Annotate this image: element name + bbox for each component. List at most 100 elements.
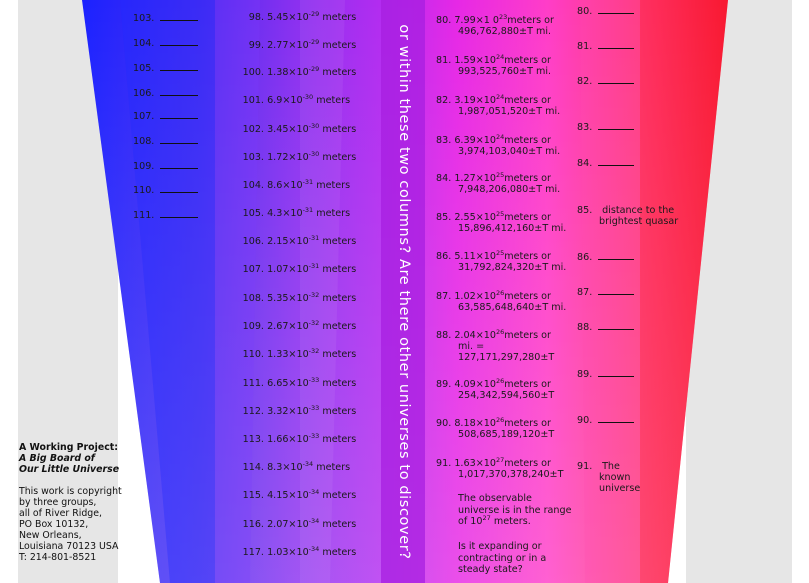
- credit-title: A Working Project:: [19, 442, 118, 453]
- copyright-line: This work is copyright: [19, 486, 122, 497]
- observable-universe-note: The observable universe is in the range …: [458, 493, 572, 528]
- item-number: 90.: [436, 418, 452, 429]
- unit: meters: [322, 264, 357, 275]
- item-number: 90.: [577, 415, 593, 426]
- list-item: 82.: [577, 76, 635, 87]
- list-item: 106.: [133, 88, 199, 99]
- item-number: 106.: [242, 236, 264, 247]
- unit: meters: [316, 462, 351, 473]
- exponent: -34: [308, 517, 320, 525]
- answer-blank: [160, 167, 199, 169]
- unit: meters or: [504, 55, 551, 66]
- item-number: 80.: [436, 15, 452, 26]
- item-number: 111.: [242, 378, 264, 389]
- note-line: The observable: [458, 493, 532, 504]
- unit: meters: [322, 349, 357, 360]
- mantissa: 5.35×10: [267, 293, 309, 304]
- miles-value: 254,342,594,560±T: [458, 390, 555, 401]
- item-label: distance to the: [602, 205, 675, 216]
- exponent: 25: [495, 249, 505, 257]
- scale-row: 115. 4.15×10-34 meters: [242, 489, 357, 501]
- unit: meters: [316, 95, 351, 106]
- list-item: 88.: [577, 322, 635, 333]
- item-number: 86.: [577, 252, 593, 263]
- miles-value: 63,585,648,640±T mi.: [458, 302, 567, 313]
- item-number: 100.: [242, 67, 264, 78]
- note-line: contracting or in a: [458, 552, 547, 564]
- item-number: 105.: [242, 208, 264, 219]
- item-label: known: [599, 472, 631, 483]
- scale-row: 99. 2.77×10-29 meters: [242, 39, 356, 51]
- item-number: 109.: [242, 321, 264, 332]
- mantissa: 2.77×10: [267, 40, 309, 51]
- scale-row: 102. 3.45×10-30 meters: [242, 123, 357, 135]
- list-item: 89.: [577, 369, 635, 380]
- unit: meters or: [504, 458, 551, 469]
- mantissa: 4.09×10: [454, 379, 496, 390]
- unit: meters or: [504, 379, 551, 390]
- answer-blank: [160, 94, 199, 96]
- exponent: -33: [308, 432, 320, 440]
- answer-blank: [160, 44, 199, 46]
- scale-row: 83. 6.39×1024meters or 3,974,103,040±T mi…: [436, 134, 560, 157]
- list-item: 81.: [577, 41, 635, 52]
- item-number: 84.: [577, 158, 593, 169]
- exponent: -30: [308, 150, 320, 158]
- unit: meters: [322, 406, 357, 417]
- unit: meters: [316, 208, 351, 219]
- scale-row: 117. 1.03×10-34 meters: [242, 546, 357, 558]
- mantissa: 1.27×10: [454, 173, 496, 184]
- scale-row: 89. 4.09×1026meters or 254,342,594,560±T: [436, 378, 555, 401]
- unit: meters: [322, 378, 357, 389]
- item-number: 82.: [436, 95, 452, 106]
- item-number: 114.: [242, 462, 264, 473]
- answer-blank: [160, 19, 199, 21]
- exponent: -33: [308, 404, 320, 412]
- mantissa: 8.3×10: [267, 462, 303, 473]
- mantissa: 2.07×10: [267, 519, 309, 530]
- exponent: -31: [308, 234, 320, 242]
- answer-blank: [598, 328, 635, 330]
- unit: meters: [316, 180, 351, 191]
- item-label: brightest quasar: [599, 216, 679, 227]
- exponent: 26: [495, 289, 505, 297]
- copyright-note: This work is copyright by three groups, al…: [19, 486, 122, 563]
- item-number: 111.: [133, 210, 155, 221]
- unit: meters: [322, 490, 357, 501]
- unit: meters: [322, 519, 357, 530]
- unit: meters: [322, 12, 357, 23]
- scale-row: 106. 2.15×10-31 meters: [242, 234, 357, 247]
- mantissa: 3.19×10: [454, 95, 496, 106]
- mantissa: 1.07×10: [267, 264, 309, 275]
- mantissa: 5.45×10: [267, 12, 309, 23]
- item-number: 116.: [242, 519, 264, 530]
- unit: meters: [322, 434, 357, 445]
- item-number: 112.: [242, 406, 264, 417]
- exponent: -29: [308, 10, 320, 18]
- item-number: 104.: [242, 180, 264, 191]
- item-number: 81.: [577, 41, 593, 52]
- exponent: -31: [308, 262, 320, 270]
- mantissa: 5.11×10: [454, 251, 496, 262]
- scale-row: 91. 1.63×1027meters or 1,017,370,378,240±…: [436, 457, 563, 480]
- scale-row: 101. 6.9×10-30 meters: [242, 93, 351, 106]
- item-number: 104.: [133, 38, 155, 49]
- scale-row: 86. 5.11×1025meters or 31,792,824,320±T m…: [436, 249, 566, 273]
- exponent: -30: [302, 93, 314, 101]
- item-number: 98.: [248, 12, 264, 23]
- list-item: 85. distance to the brightest quasar: [577, 205, 678, 227]
- exponent: 24: [495, 53, 505, 61]
- list-item: 104.: [133, 38, 199, 49]
- list-item: 111.: [133, 210, 199, 221]
- item-number: 107.: [242, 264, 264, 275]
- unit: meters or: [504, 251, 551, 262]
- exponent: -32: [308, 347, 320, 355]
- item-number: 101.: [242, 95, 264, 106]
- scale-row: 104. 8.6×10-31 meters: [242, 179, 351, 191]
- item-number: 108.: [133, 136, 155, 147]
- mantissa: 6.39×10: [454, 135, 496, 146]
- unit: meters or: [504, 330, 551, 341]
- copyright-line: all of River Ridge,: [19, 508, 102, 519]
- project-credit: A Working Project: A Big Board of Our Li…: [19, 442, 119, 475]
- copyright-line: New Orleans,: [19, 530, 82, 541]
